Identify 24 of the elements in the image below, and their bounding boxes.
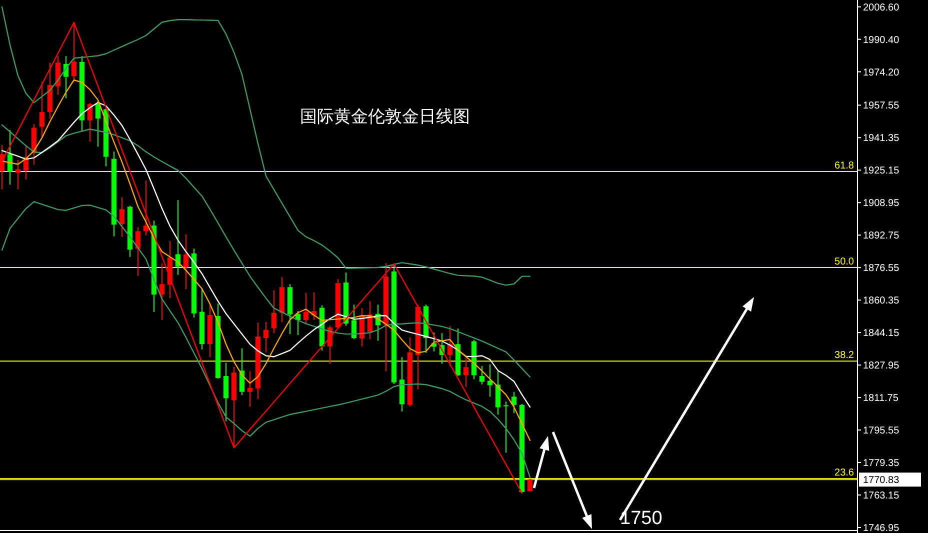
y-tick-label: 1779.35 — [863, 458, 900, 470]
y-tick-label: 1990.40 — [863, 34, 900, 46]
y-tick-label: 1746.95 — [863, 522, 900, 533]
y-tick-label: 1892.75 — [863, 230, 900, 242]
y-tick-label: 1763.15 — [863, 490, 900, 502]
y-tick-label: 1925.15 — [863, 166, 900, 177]
y-tick-label: 1957.55 — [863, 100, 900, 112]
y-tick-label: 1941.35 — [863, 133, 900, 144]
text: 1750 — [620, 508, 662, 529]
annotation: 61.8 — [834, 160, 854, 172]
y-tick-label: 1908.95 — [863, 198, 900, 210]
y-tick-label: 1795.55 — [863, 426, 900, 437]
annotation: 23.6 — [834, 468, 854, 479]
annotation: 50.0 — [834, 256, 854, 268]
y-tick-label: 1827.95 — [863, 360, 900, 372]
y-tick-label: 1844.15 — [863, 328, 900, 340]
text: 国际黄金伦敦金日线图 — [300, 107, 470, 126]
y-tick-label: 1974.20 — [863, 67, 900, 78]
y-tick-label: 1876.55 — [863, 263, 900, 274]
annotation: 38.2 — [834, 350, 854, 362]
ref-line-label: 1770.83 — [863, 475, 900, 486]
y-tick-label: 1811.75 — [863, 393, 899, 404]
y-tick-label: 2006.60 — [863, 2, 900, 14]
y-tick-label: 1860.35 — [863, 296, 900, 307]
